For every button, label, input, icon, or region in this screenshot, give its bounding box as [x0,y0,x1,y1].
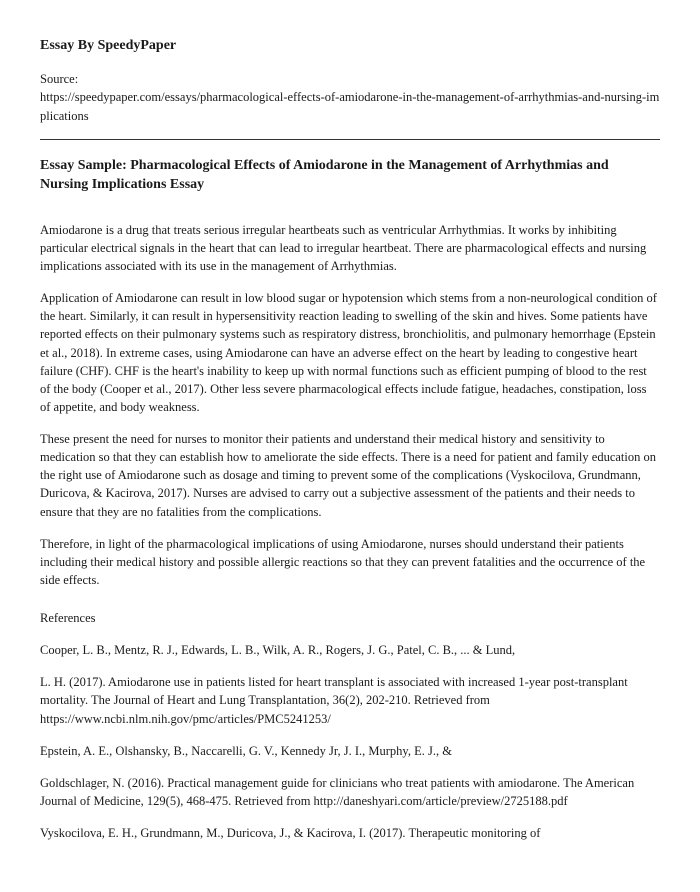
reference-entry: Epstein, A. E., Olshansky, B., Naccarell… [40,742,660,760]
source-label: Source: [40,72,78,86]
body-paragraph: Application of Amiodarone can result in … [40,289,660,416]
reference-entry: Vyskocilova, E. H., Grundmann, M., Duric… [40,824,660,842]
body-paragraph: Therefore, in light of the pharmacologic… [40,535,660,589]
section-divider [40,139,660,140]
reference-entry: Cooper, L. B., Mentz, R. J., Edwards, L.… [40,641,660,659]
body-paragraph: Amiodarone is a drug that treats serious… [40,221,660,275]
reference-entry: Goldschlager, N. (2016). Practical manag… [40,774,660,810]
body-paragraph: These present the need for nurses to mon… [40,430,660,521]
reference-entry: L. H. (2017). Amiodarone use in patients… [40,673,660,727]
source-url: https://speedypaper.com/essays/pharmacol… [40,88,660,124]
essay-title: Essay Sample: Pharmacological Effects of… [40,156,660,195]
references-heading: References [40,609,660,627]
site-title: Essay By SpeedyPaper [40,36,660,56]
source-block: Source: https://speedypaper.com/essays/p… [40,70,660,124]
